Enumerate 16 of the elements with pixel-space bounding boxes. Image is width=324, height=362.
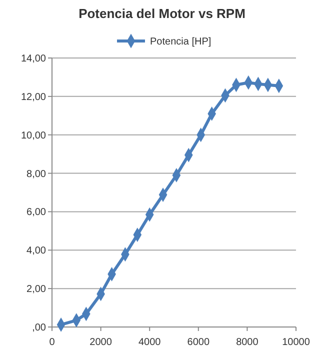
x-tick-label: 4000	[138, 337, 162, 348]
y-tick-label: 2,00	[26, 284, 46, 296]
y-tick-label: 10,00	[20, 130, 46, 142]
x-tick-label: 0	[49, 337, 56, 348]
legend-label: Potencia [HP]	[150, 36, 212, 48]
x-tick-label: 8000	[236, 337, 259, 348]
chart-title: Potencia del Motor vs RPM	[78, 6, 246, 21]
y-tick-label: 4,00	[26, 246, 46, 257]
y-tick-label: 8,00	[26, 168, 46, 180]
y-tick-label: 14,00	[20, 54, 46, 64]
x-tick-label: 10000	[282, 337, 310, 348]
y-tick-label: ,00	[32, 322, 46, 334]
y-tick-label: 12,00	[20, 92, 46, 103]
x-tick-label: 6000	[187, 337, 210, 348]
x-tick-label: 2000	[90, 337, 112, 348]
y-tick-label: 6,00	[26, 207, 46, 218]
